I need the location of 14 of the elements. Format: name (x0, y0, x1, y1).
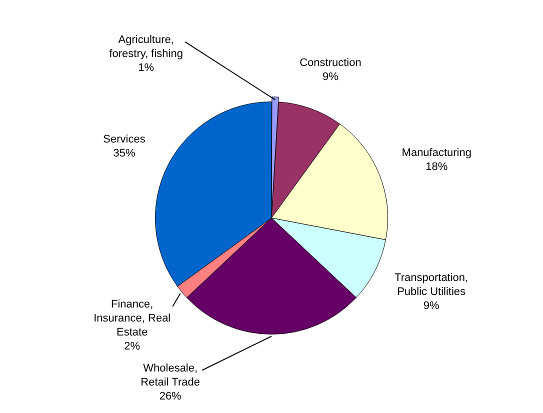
slice-label: Transportation, Public Utilities (394, 272, 468, 298)
slice-label: Manufacturing (402, 147, 472, 160)
slice-label: Services (103, 134, 146, 146)
data-label: 18% (426, 161, 448, 174)
slice-label: Wholesale, Retail Trade (140, 362, 200, 388)
data-label: 35% (113, 148, 136, 160)
slice-label: Construction (300, 56, 362, 69)
data-label: 9% (322, 70, 339, 83)
data-label: 26% (159, 390, 182, 402)
slice-label: Finance, Insurance, Real Estate (94, 298, 171, 339)
slice-label: Agriculture, forestry, fishing (109, 34, 183, 60)
data-label: 9% (423, 300, 440, 312)
data-label: 1% (138, 62, 154, 74)
data-label: 2% (124, 340, 140, 353)
